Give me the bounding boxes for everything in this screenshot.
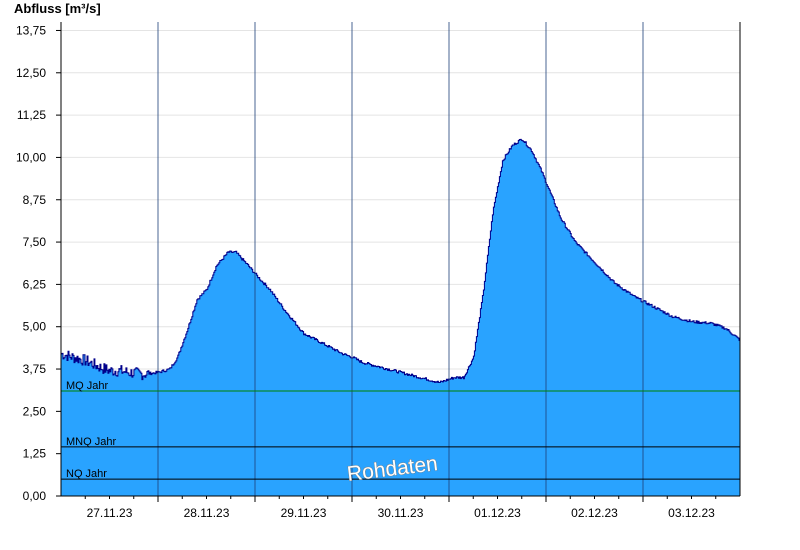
day-divider-lines [157,22,644,496]
y-tick-label: 2,50 [23,404,47,418]
x-tick-label: 01.12.23 [474,506,521,520]
x-tick-label: 28.11.23 [184,506,230,520]
x-axis-ticks: 27.11.23 28.11.23 29.11.23 30.11.23 01.12.23… [84,496,717,520]
y-tick-label: 12,50 [16,66,46,80]
discharge-line [61,138,741,383]
y-tick-label: 1,25 [23,447,47,461]
x-tick-label: 02.12.23 [571,506,618,520]
x-tick-label: 29.11.23 [281,506,327,520]
y-tick-label: 11,25 [17,108,46,122]
y-tick-label: 6,25 [23,277,47,291]
reference-line-label: MNQ Jahr [66,436,116,448]
reference-lines: MQ Jahr MNQ Jahr NQ Jahr [61,380,740,480]
reference-line-label: NQ Jahr [66,468,107,480]
y-tick-label: 7,50 [23,235,47,249]
y-tick-label: 10,00 [16,150,46,164]
reference-line-label: MQ Jahr [66,380,109,392]
y-tick-label: 8,75 [23,193,47,207]
y-axis-label: Abfluss [m³/s] [14,1,101,16]
y-tick-label: 3,75 [23,362,47,376]
discharge-area [61,139,740,496]
x-tick-label: 27.11.23 [87,506,133,520]
y-tick-label: 5,00 [23,320,47,334]
x-tick-label: 30.11.23 [378,506,424,520]
y-tick-label: 0,00 [23,489,47,503]
x-tick-label: 03.12.23 [668,506,715,520]
y-axis-ticks: 0,00 1,25 2,50 3,75 5,00 6,25 7,50 8,75 10,00 11,… [16,23,61,503]
y-tick-label: 13,75 [16,23,46,37]
